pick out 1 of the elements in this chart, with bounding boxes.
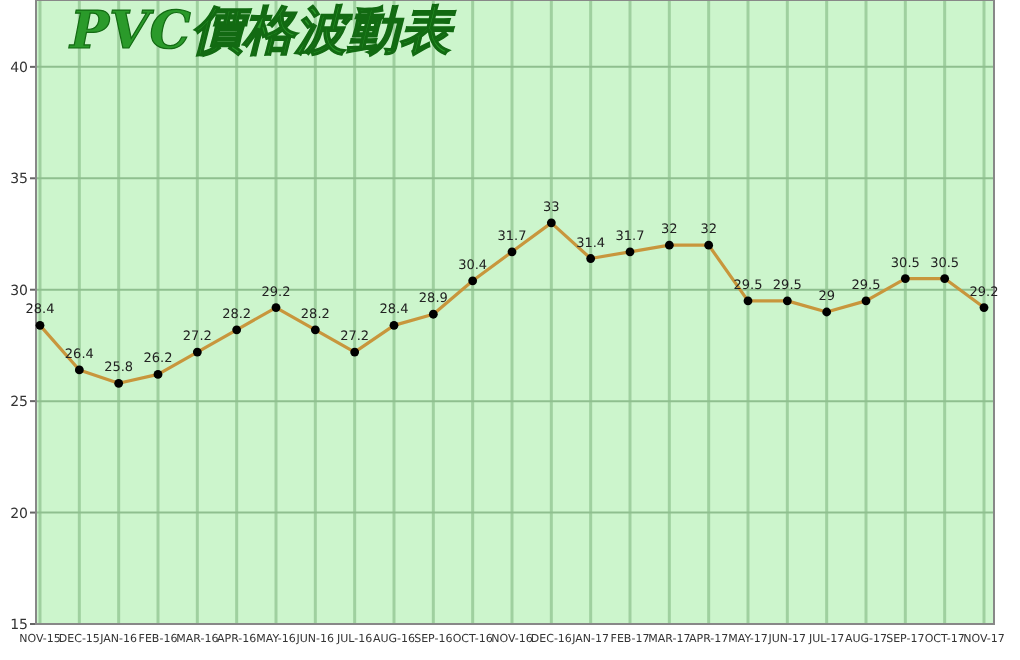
chart-title: PVC價格波動表	[68, 2, 457, 62]
